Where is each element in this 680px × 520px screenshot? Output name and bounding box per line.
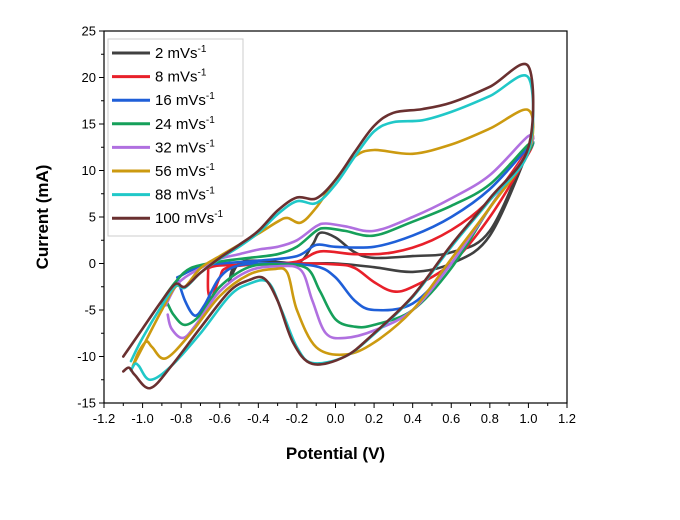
legend-label: 100 mVs-1 [155, 209, 224, 227]
legend-label-text: 100 mVs [155, 210, 214, 227]
x-tick-label: 1.2 [558, 411, 576, 426]
legend-label-superscript: -1 [206, 186, 215, 197]
legend-label-text: 56 mVs [155, 163, 206, 180]
x-axis: -1.2 -1.0 -0.8 -0.6 -0.4 -0.2 0.0 0.2 0.4 0.6 0.8 1… [93, 403, 576, 426]
legend-label-text: 32 mVs [155, 139, 206, 156]
x-tick-label: 0.2 [365, 411, 383, 426]
x-tick-label: 0.4 [404, 411, 422, 426]
legend-label-superscript: -1 [198, 44, 207, 55]
legend-label: 8 mVs-1 [155, 68, 207, 86]
x-axis-title: Potential (V) [286, 444, 385, 463]
legend-label-superscript: -1 [206, 115, 215, 126]
x-tick-label: 0.8 [481, 411, 499, 426]
legend-label: 2 mVs-1 [155, 44, 207, 62]
y-tick-label: 25 [82, 24, 96, 39]
y-tick-label: 0 [89, 256, 96, 271]
legend-label-superscript: -1 [198, 68, 207, 79]
legend-label-text: 16 mVs [155, 92, 206, 109]
legend-label-text: 88 mVs [155, 187, 206, 204]
x-tick-label: -0.4 [247, 411, 269, 426]
x-tick-label: -0.8 [170, 411, 192, 426]
y-tick-label: -5 [84, 303, 96, 318]
legend-label: 32 mVs-1 [155, 138, 215, 156]
y-tick-label: -15 [77, 396, 96, 411]
y-axis: -15 -10 -5 0 5 10 15 20 25 [77, 24, 104, 411]
series-line-32-mvs [164, 133, 535, 340]
y-tick-label: 20 [82, 70, 96, 85]
legend-label-superscript: -1 [206, 162, 215, 173]
legend-label-superscript: -1 [206, 91, 215, 102]
y-axis-title: Current (mA) [33, 165, 52, 270]
y-tick-label: 10 [82, 163, 96, 178]
x-tick-label: 1.0 [519, 411, 537, 426]
x-tick-label: 0.6 [442, 411, 460, 426]
legend-label-superscript: -1 [206, 138, 215, 149]
series-line-100-mvs [122, 62, 535, 390]
legend-label: 56 mVs-1 [155, 162, 215, 180]
legend: 2 mVs-18 mVs-116 mVs-124 mVs-132 mVs-156… [107, 38, 244, 237]
series-line-8-mvs [206, 143, 534, 300]
x-tick-label: -1.0 [131, 411, 153, 426]
y-tick-label: 5 [89, 210, 96, 225]
legend-label: 24 mVs-1 [155, 115, 215, 133]
legend-label-superscript: -1 [214, 209, 223, 220]
x-tick-label: -1.2 [93, 411, 115, 426]
y-tick-label: 15 [82, 117, 96, 132]
x-tick-label: -0.6 [209, 411, 231, 426]
legend-label: 16 mVs-1 [155, 91, 215, 109]
x-tick-label: -0.2 [286, 411, 308, 426]
legend-label-text: 2 mVs [155, 45, 198, 62]
legend-label-text: 24 mVs [155, 116, 206, 133]
legend-label: 88 mVs-1 [155, 186, 215, 204]
x-tick-label: 0.0 [326, 411, 344, 426]
y-tick-label: -10 [77, 349, 96, 364]
legend-box [107, 38, 244, 237]
curves-layer [122, 62, 535, 390]
legend-label-text: 8 mVs [155, 69, 198, 86]
